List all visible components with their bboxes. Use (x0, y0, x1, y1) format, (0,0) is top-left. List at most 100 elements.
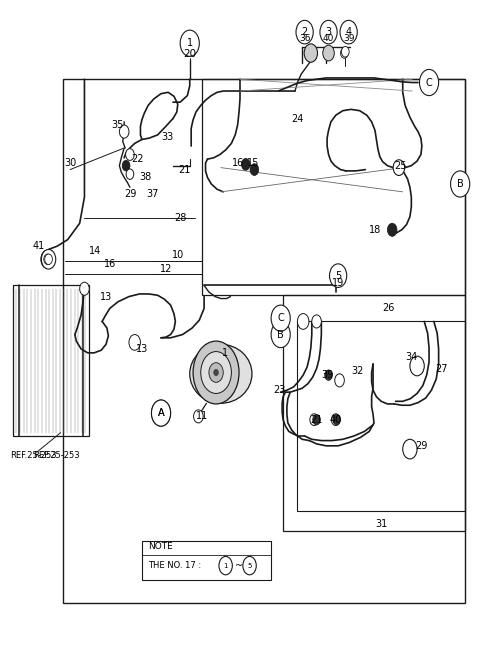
Text: 29: 29 (125, 189, 137, 199)
Circle shape (271, 321, 290, 348)
Circle shape (333, 415, 340, 425)
Text: 12: 12 (160, 264, 172, 274)
Text: 36: 36 (299, 34, 311, 43)
Bar (12, 285, 89, 436)
Circle shape (250, 164, 259, 175)
Circle shape (129, 335, 141, 350)
Circle shape (122, 161, 130, 171)
Circle shape (296, 20, 313, 44)
Circle shape (403, 440, 417, 459)
Text: 22: 22 (131, 154, 144, 164)
Circle shape (41, 249, 56, 269)
Text: REF.25-253: REF.25-253 (33, 451, 80, 460)
Circle shape (341, 47, 349, 57)
Circle shape (298, 314, 309, 329)
Text: 37: 37 (147, 189, 159, 199)
Circle shape (451, 171, 470, 197)
Circle shape (304, 44, 318, 62)
Text: C: C (426, 77, 432, 87)
Text: 24: 24 (291, 113, 304, 123)
Circle shape (324, 47, 333, 60)
Text: 16: 16 (231, 158, 244, 168)
Text: 25: 25 (394, 161, 407, 171)
Circle shape (193, 410, 203, 423)
Text: 3: 3 (325, 27, 332, 37)
Circle shape (41, 250, 54, 268)
Text: A: A (158, 408, 164, 418)
Text: B: B (277, 329, 284, 340)
Text: A: A (158, 408, 164, 418)
Circle shape (340, 48, 348, 58)
Text: 13: 13 (100, 291, 112, 302)
Circle shape (310, 414, 319, 426)
Text: 4: 4 (346, 27, 352, 37)
Text: 14: 14 (89, 246, 102, 256)
Circle shape (209, 363, 223, 382)
Circle shape (120, 125, 129, 138)
Text: 10: 10 (172, 250, 184, 260)
Text: 15: 15 (247, 158, 260, 168)
Circle shape (335, 374, 344, 387)
Text: 5: 5 (247, 563, 252, 569)
Text: B: B (457, 179, 464, 189)
Circle shape (219, 556, 232, 575)
Ellipse shape (190, 344, 252, 403)
Circle shape (45, 254, 52, 264)
Text: 1: 1 (223, 563, 228, 569)
Text: 34: 34 (405, 352, 418, 363)
Text: NOTE: NOTE (148, 542, 172, 551)
Circle shape (320, 20, 337, 44)
Text: 28: 28 (174, 213, 186, 223)
Text: 27: 27 (435, 363, 447, 373)
Text: 40: 40 (323, 34, 334, 43)
Circle shape (329, 264, 347, 287)
Text: 40: 40 (330, 415, 342, 424)
Circle shape (278, 315, 288, 328)
Text: C: C (277, 313, 284, 323)
Text: THE NO. 17 :: THE NO. 17 : (148, 561, 201, 570)
Circle shape (243, 556, 256, 575)
Circle shape (152, 400, 170, 426)
Circle shape (126, 149, 134, 161)
Text: 18: 18 (369, 225, 381, 235)
Text: REF.25-253: REF.25-253 (10, 451, 57, 460)
Circle shape (193, 341, 239, 404)
Circle shape (201, 352, 231, 394)
Text: 1: 1 (222, 348, 228, 358)
Text: 16: 16 (104, 259, 116, 269)
Circle shape (387, 223, 397, 236)
Circle shape (80, 282, 89, 295)
Circle shape (152, 400, 170, 426)
Text: 11: 11 (195, 411, 208, 421)
Text: 30: 30 (64, 158, 76, 168)
Circle shape (126, 169, 134, 179)
Text: 21: 21 (311, 415, 323, 424)
Text: 38: 38 (139, 173, 151, 182)
Circle shape (324, 370, 332, 380)
Circle shape (44, 254, 51, 264)
Text: 33: 33 (161, 132, 173, 142)
Circle shape (393, 160, 405, 175)
Text: 13: 13 (136, 344, 148, 354)
Text: 1: 1 (187, 38, 193, 49)
Circle shape (241, 159, 250, 171)
Text: 23: 23 (273, 385, 286, 395)
Circle shape (305, 45, 317, 61)
Bar (63, 79, 465, 603)
Text: ~: ~ (235, 561, 243, 571)
Text: 39: 39 (321, 370, 333, 380)
Text: 26: 26 (382, 303, 395, 314)
Text: 31: 31 (375, 520, 387, 529)
Circle shape (420, 70, 439, 96)
Circle shape (271, 305, 290, 331)
Text: 20: 20 (183, 49, 196, 60)
Circle shape (331, 414, 340, 426)
Text: 39: 39 (343, 34, 354, 43)
Text: 29: 29 (416, 441, 428, 451)
Circle shape (340, 20, 357, 44)
Circle shape (410, 356, 424, 376)
Circle shape (323, 45, 334, 61)
Bar (283, 295, 465, 531)
Text: 21: 21 (178, 165, 191, 174)
Circle shape (214, 369, 218, 376)
